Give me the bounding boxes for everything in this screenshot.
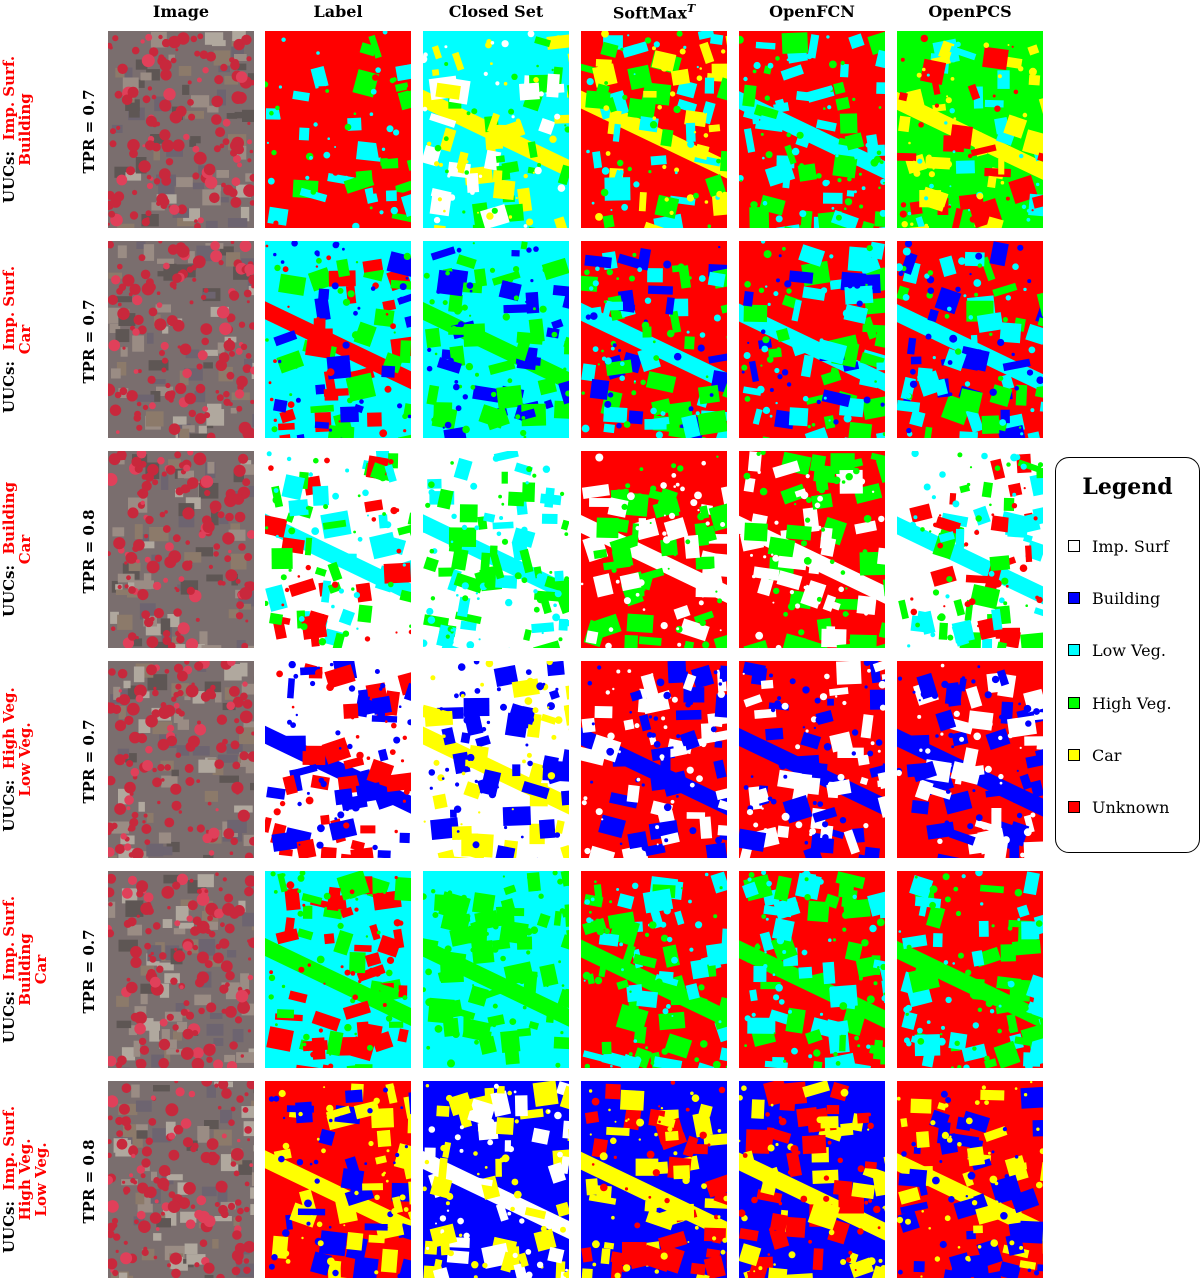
segmentation-map-tile bbox=[739, 451, 885, 648]
uuc-class: Building bbox=[16, 93, 34, 166]
segmentation-map-tile bbox=[739, 31, 885, 228]
segmentation-map-tile bbox=[265, 871, 411, 1068]
uuc-class: Low Veg. bbox=[16, 722, 34, 796]
segmentation-map-tile bbox=[581, 31, 727, 228]
segmentation-map-tile bbox=[581, 661, 727, 858]
uuc-class: Low Veg. bbox=[32, 1142, 50, 1216]
segmentation-map-tile bbox=[423, 871, 569, 1068]
segmentation-map-tile bbox=[739, 241, 885, 438]
uuc-class: Car bbox=[16, 324, 34, 355]
row-uucs-label: UUCs: High Veg.Low Veg. bbox=[0, 661, 48, 858]
svg-text:TPR = 0.8: TPR = 0.8 bbox=[80, 509, 98, 593]
legend-item: High Veg. bbox=[1068, 693, 1172, 713]
uuc-class: Car bbox=[16, 534, 34, 565]
segmentation-map-tile bbox=[739, 871, 885, 1068]
uucs-prefix: UUCs: bbox=[0, 560, 18, 617]
row-uucs-label: UUCs: Imp. Surf.Building bbox=[0, 31, 48, 228]
aerial-image-tile bbox=[108, 451, 254, 648]
aerial-image-tile bbox=[108, 241, 254, 438]
segmentation-map-tile bbox=[581, 871, 727, 1068]
column-header-softmax: SoftMaxT bbox=[571, 2, 737, 24]
legend-swatch bbox=[1068, 749, 1080, 761]
legend-label: Car bbox=[1092, 746, 1121, 765]
legend-item: Unknown bbox=[1068, 797, 1169, 817]
legend-title: Legend bbox=[1056, 474, 1199, 500]
segmentation-map-tile bbox=[581, 241, 727, 438]
svg-text:TPR = 0.7: TPR = 0.7 bbox=[80, 299, 98, 383]
segmentation-map-tile bbox=[423, 31, 569, 228]
segmentation-map-tile bbox=[265, 241, 411, 438]
legend-box: Legend Imp. Surf Building Low Veg. High Veg… bbox=[1055, 457, 1200, 853]
segmentation-map-tile bbox=[897, 871, 1043, 1068]
segmentation-map-tile bbox=[581, 451, 727, 648]
column-header-label: Label bbox=[255, 2, 421, 24]
legend-item: Building bbox=[1068, 588, 1160, 608]
legend-label: High Veg. bbox=[1092, 694, 1172, 713]
row-uucs-label: UUCs: Imp. Surf.High Veg.Low Veg. bbox=[0, 1081, 48, 1278]
svg-text:TPR = 0.7: TPR = 0.7 bbox=[80, 929, 98, 1013]
segmentation-map-tile bbox=[423, 661, 569, 858]
legend-label: Imp. Surf bbox=[1092, 537, 1169, 556]
svg-text:Building: Building bbox=[16, 93, 34, 166]
row-uucs-label: UUCs: Imp. Surf.Car bbox=[0, 241, 48, 438]
segmentation-map-tile bbox=[739, 1081, 885, 1278]
segmentation-map-tile bbox=[897, 1081, 1043, 1278]
segmentation-map-tile bbox=[423, 1081, 569, 1278]
tpr-label: TPR = 0.8 bbox=[70, 1081, 106, 1278]
legend-label: Low Veg. bbox=[1092, 641, 1166, 660]
svg-text:Car: Car bbox=[16, 324, 34, 355]
aerial-image-tile bbox=[108, 871, 254, 1068]
segmentation-map-tile bbox=[423, 241, 569, 438]
legend-label: Building bbox=[1092, 589, 1160, 608]
aerial-image-tile bbox=[108, 661, 254, 858]
column-header-closed-set: Closed Set bbox=[413, 2, 579, 24]
softmax-superscript: T bbox=[687, 2, 695, 15]
legend-item: Car bbox=[1068, 745, 1121, 765]
segmentation-map-tile bbox=[265, 1081, 411, 1278]
legend-swatch bbox=[1068, 592, 1080, 604]
column-header-openpcs: OpenPCS bbox=[887, 2, 1053, 24]
segmentation-map-tile bbox=[897, 31, 1043, 228]
svg-text:Car: Car bbox=[32, 954, 50, 985]
legend-item: Low Veg. bbox=[1068, 640, 1166, 660]
segmentation-map-tile bbox=[581, 1081, 727, 1278]
uucs-prefix: UUCs: bbox=[0, 356, 18, 413]
legend-swatch bbox=[1068, 540, 1080, 552]
svg-text:TPR = 0.7: TPR = 0.7 bbox=[80, 89, 98, 173]
column-header-openfcn: OpenFCN bbox=[729, 2, 895, 24]
tpr-label: TPR = 0.7 bbox=[70, 661, 106, 858]
column-header-image: Image bbox=[98, 2, 264, 24]
legend-swatch bbox=[1068, 801, 1080, 813]
segmentation-map-tile bbox=[897, 661, 1043, 858]
svg-text:Low Veg.: Low Veg. bbox=[16, 722, 34, 796]
legend-swatch bbox=[1068, 644, 1080, 656]
tpr-label: TPR = 0.8 bbox=[70, 451, 106, 648]
segmentation-map-tile bbox=[423, 451, 569, 648]
segmentation-map-tile bbox=[897, 451, 1043, 648]
legend-label: Unknown bbox=[1092, 798, 1169, 817]
svg-text:Car: Car bbox=[16, 534, 34, 565]
uuc-class: Car bbox=[32, 954, 50, 985]
svg-text:Low Veg.: Low Veg. bbox=[32, 1142, 50, 1216]
aerial-image-tile bbox=[108, 31, 254, 228]
legend-swatch bbox=[1068, 697, 1080, 709]
segmentation-map-tile bbox=[265, 31, 411, 228]
tpr-label: TPR = 0.7 bbox=[70, 871, 106, 1068]
tpr-label: TPR = 0.7 bbox=[70, 31, 106, 228]
segmentation-map-tile bbox=[265, 661, 411, 858]
svg-text:TPR = 0.8: TPR = 0.8 bbox=[80, 1139, 98, 1223]
aerial-image-tile bbox=[108, 1081, 254, 1278]
segmentation-map-tile bbox=[265, 451, 411, 648]
segmentation-map-tile bbox=[897, 241, 1043, 438]
segmentation-map-tile bbox=[739, 661, 885, 858]
svg-text:TPR = 0.7: TPR = 0.7 bbox=[80, 719, 98, 803]
legend-item: Imp. Surf bbox=[1068, 536, 1169, 556]
tpr-label: TPR = 0.7 bbox=[70, 241, 106, 438]
